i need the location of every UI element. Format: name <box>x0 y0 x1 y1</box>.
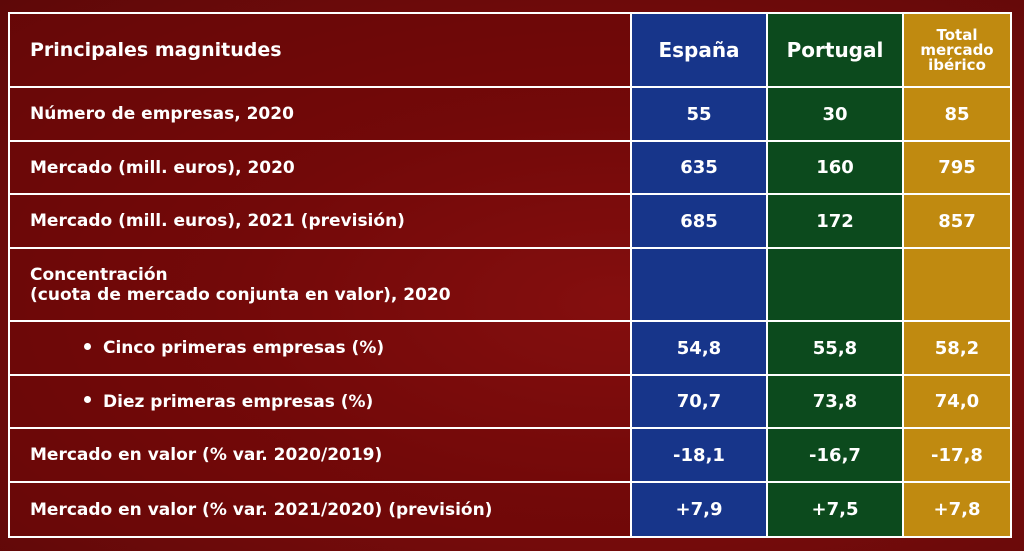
cell-espana: 54,8 <box>630 320 768 376</box>
cell-espana <box>630 247 768 322</box>
table-row: Diez primeras empresas (%) 70,7 73,8 74,… <box>8 374 1012 429</box>
cell-espana: 55 <box>630 86 768 142</box>
header-total: Total mercado ibérico <box>902 12 1012 88</box>
row-label: Diez primeras empresas (%) <box>103 391 374 412</box>
cell-portugal: 30 <box>766 86 904 142</box>
cell-total: -17,8 <box>902 427 1012 483</box>
table-row: Mercado en valor (% var. 2021/2020) (pre… <box>8 481 1012 538</box>
row-label-line1: Concentración <box>30 264 168 285</box>
table-row: Número de empresas, 2020 55 30 85 <box>8 86 1012 142</box>
cell-portugal: 172 <box>766 193 904 249</box>
cell-portugal: 73,8 <box>766 374 904 429</box>
row-label: Número de empresas, 2020 <box>8 86 632 142</box>
row-label: Mercado en valor (% var. 2020/2019) <box>8 427 632 483</box>
table-header-row: Principales magnitudes España Portugal T… <box>8 12 1012 88</box>
cell-portugal: 160 <box>766 140 904 195</box>
header-total-line1: Total <box>936 25 978 44</box>
cell-portugal: -16,7 <box>766 427 904 483</box>
row-label-concentracion: Concentración (cuota de mercado conjunta… <box>8 247 632 322</box>
cell-espana: -18,1 <box>630 427 768 483</box>
cell-espana: 635 <box>630 140 768 195</box>
cell-portugal <box>766 247 904 322</box>
header-total-line3: ibérico <box>928 55 986 74</box>
row-label: Mercado (mill. euros), 2020 <box>8 140 632 195</box>
cell-total: 74,0 <box>902 374 1012 429</box>
row-label: Cinco primeras empresas (%) <box>103 338 385 358</box>
table-row: Mercado (mill. euros), 2020 635 160 795 <box>8 140 1012 195</box>
row-label: Mercado en valor (% var. 2021/2020) (pre… <box>8 481 632 538</box>
row-label-subitem: Diez primeras empresas (%) <box>8 374 632 429</box>
row-label-line2: (cuota de mercado conjunta en valor), 20… <box>30 284 451 305</box>
header-portugal: Portugal <box>766 12 904 88</box>
cell-espana: 70,7 <box>630 374 768 429</box>
bullet-icon <box>84 342 91 350</box>
table-row: Concentración (cuota de mercado conjunta… <box>8 247 1012 322</box>
cell-total: 85 <box>902 86 1012 142</box>
cell-total: 795 <box>902 140 1012 195</box>
bullet-icon <box>84 396 91 403</box>
cell-portugal: 55,8 <box>766 320 904 376</box>
header-label: Principales magnitudes <box>8 12 632 88</box>
table-row: Mercado (mill. euros), 2021 (previsión) … <box>8 193 1012 249</box>
header-espana: España <box>630 12 768 88</box>
table-row: Cinco primeras empresas (%) 54,8 55,8 58… <box>8 320 1012 376</box>
row-label: Mercado (mill. euros), 2021 (previsión) <box>8 193 632 249</box>
header-total-line2: mercado <box>920 40 994 59</box>
magnitudes-table: Principales magnitudes España Portugal T… <box>8 12 1012 538</box>
row-label-subitem: Cinco primeras empresas (%) <box>8 320 632 376</box>
cell-espana: +7,9 <box>630 481 768 538</box>
cell-total: +7,8 <box>902 481 1012 538</box>
cell-espana: 685 <box>630 193 768 249</box>
cell-portugal: +7,5 <box>766 481 904 538</box>
table-row: Mercado en valor (% var. 2020/2019) -18,… <box>8 427 1012 483</box>
cell-total: 58,2 <box>902 320 1012 376</box>
cell-total: 857 <box>902 193 1012 249</box>
cell-total <box>902 247 1012 322</box>
